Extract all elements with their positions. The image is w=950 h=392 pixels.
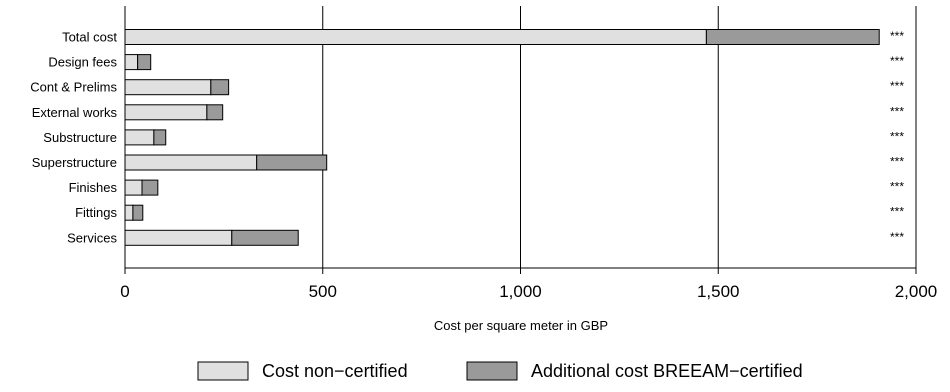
bar-additional-1 (137, 54, 152, 71)
category-label-7: Fittings (75, 205, 117, 220)
significance-label-3: *** (890, 104, 904, 118)
bar-additional-5 (256, 154, 328, 171)
category-label-4: Substructure (43, 130, 117, 145)
bar-additional-0 (705, 29, 880, 45)
grid-lines (124, 6, 917, 268)
category-label-3: External works (32, 105, 118, 120)
bar-additional-4 (153, 129, 167, 146)
x-tick-label-4: 2,000 (895, 282, 938, 301)
x-tick-label-0: 0 (120, 282, 129, 301)
legend-label-1: Additional cost BREEAM−certified (531, 361, 803, 381)
category-label-2: Cont & Prelims (30, 80, 117, 95)
significance-label-1: *** (890, 54, 904, 68)
significance-label-7: *** (890, 205, 904, 219)
x-axis: 0 500 1,000 1,500 2,000 (120, 267, 938, 301)
category-label-5: Superstructure (32, 155, 117, 170)
category-label-8: Services (67, 230, 117, 245)
bars (124, 29, 880, 246)
bar-additional-7 (132, 204, 144, 221)
bar-base-3 (124, 104, 208, 121)
bar-additional-2 (210, 79, 230, 96)
significance-label-4: *** (890, 129, 904, 143)
bar-base-1 (124, 54, 139, 71)
bar-additional-3 (206, 104, 224, 121)
bar-base-8 (124, 229, 233, 246)
bar-base-2 (124, 79, 212, 96)
significance-label-6: *** (890, 180, 904, 194)
category-label-1: Design fees (48, 55, 117, 70)
significance-label-8: *** (890, 230, 904, 244)
significance-label-2: *** (890, 79, 904, 93)
significance-label-5: *** (890, 155, 904, 169)
bar-base-0 (124, 29, 707, 45)
x-axis-title: Cost per square meter in GBP (434, 318, 608, 333)
significance-labels: *** *** *** *** *** *** *** *** *** (890, 29, 904, 244)
significance-label-0: *** (890, 29, 904, 43)
bar-additional-6 (141, 179, 159, 196)
x-tick-label-3: 1,500 (697, 282, 740, 301)
bar-additional-8 (231, 229, 299, 246)
x-tick-label-1: 500 (309, 282, 337, 301)
legend-swatch-0 (197, 361, 249, 381)
legend: Cost non−certified Additional cost BREEAM… (197, 361, 803, 381)
category-label-6: Finishes (69, 180, 118, 195)
category-label-0: Total cost (62, 30, 117, 45)
legend-label-0: Cost non−certified (262, 361, 408, 381)
bar-base-4 (124, 129, 155, 146)
bar-base-6 (124, 179, 143, 196)
legend-swatch-1 (466, 361, 518, 381)
bar-base-5 (124, 154, 258, 171)
x-tick-label-2: 1,000 (499, 282, 542, 301)
bar-base-7 (124, 204, 134, 221)
category-labels: Total cost Design fees Cont & Prelims Exter… (30, 30, 117, 246)
